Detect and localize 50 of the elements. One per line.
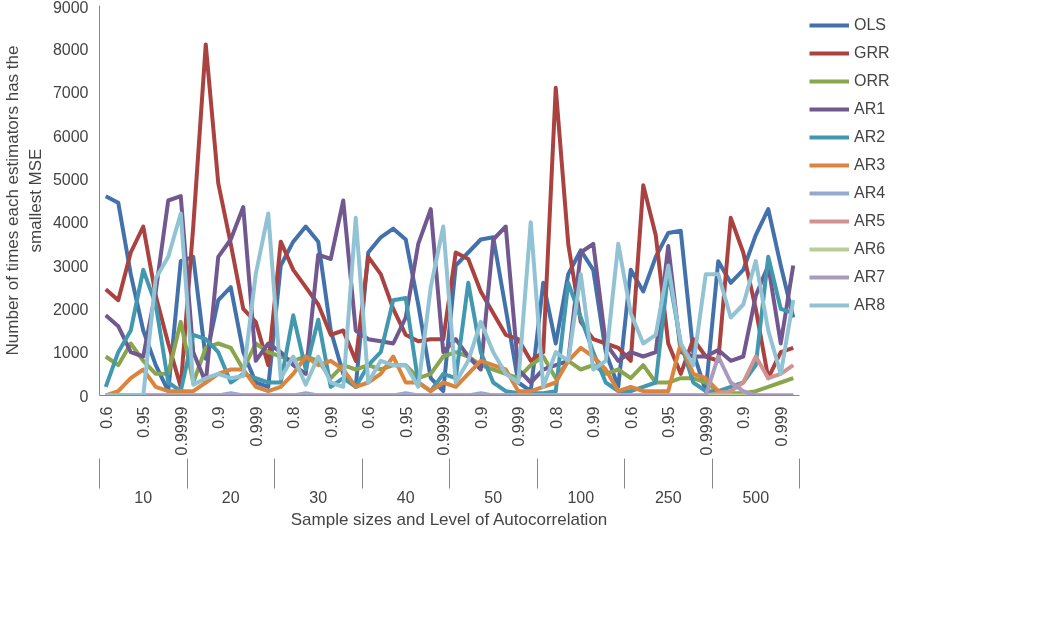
x-tick-label: 0.8 xyxy=(285,406,303,429)
text: 20 xyxy=(221,488,240,506)
x-axis-title: Sample sizes and Level of Autocorrelation xyxy=(290,509,608,529)
legend-label: AR4 xyxy=(854,184,886,202)
text: 30 xyxy=(309,488,328,506)
y-tick-label: 9000 xyxy=(52,0,89,16)
x-tick-label: 0.95 xyxy=(660,406,678,438)
x-tick-label: 0.999 xyxy=(247,406,265,447)
x-tick-label: 0.9 xyxy=(210,406,228,429)
y-tick-label: 8000 xyxy=(52,40,89,58)
x-tick-label: 0.9999 xyxy=(435,406,453,456)
legend-label: ORR xyxy=(854,72,890,90)
x-tick-label: 0.6 xyxy=(622,406,640,429)
x-tick-label: 0.999 xyxy=(772,406,790,447)
x-tick-label: 0.6 xyxy=(97,406,115,429)
y-axis-title: Number of times each estimators has the smallest MSE xyxy=(3,45,45,356)
text: 40 xyxy=(396,488,415,506)
text: 500 xyxy=(742,488,770,506)
y-tick-label: 1000 xyxy=(52,344,89,362)
legend-label: AR5 xyxy=(854,212,886,230)
legend-label: OLS xyxy=(854,16,887,34)
y-tick-label: 4000 xyxy=(52,214,89,232)
x-tick-label: 0.9999 xyxy=(172,406,190,456)
x-tick-label: 0.999 xyxy=(510,406,528,447)
text: 50 xyxy=(484,488,503,506)
legend-label: AR7 xyxy=(854,268,886,286)
x-tick-label: 0.9 xyxy=(735,406,753,429)
legend-label: AR1 xyxy=(854,100,886,118)
legend-label: AR8 xyxy=(854,296,886,314)
legend-label: GRR xyxy=(854,44,890,62)
legend-label: AR2 xyxy=(854,128,886,146)
x-tick-label: 0.95 xyxy=(135,406,153,438)
y-tick-label: 3000 xyxy=(52,257,89,275)
legend-label: AR6 xyxy=(854,240,886,258)
text: 10 xyxy=(134,488,153,506)
y-tick-label: 6000 xyxy=(52,127,89,145)
x-tick-label: 0.99 xyxy=(322,406,340,438)
x-tick-label: 0.99 xyxy=(585,406,603,438)
x-tick-label: 0.9999 xyxy=(697,406,715,456)
y-tick-label: 2000 xyxy=(52,300,89,318)
y-tick-label: 5000 xyxy=(52,170,89,188)
text: 250 xyxy=(654,488,682,506)
text: 100 xyxy=(567,488,595,506)
y-tick-label: 7000 xyxy=(52,84,89,102)
legend-label: AR3 xyxy=(854,156,886,174)
x-tick-label: 0.9 xyxy=(472,406,490,429)
y-tick-label: 0 xyxy=(79,387,89,405)
x-tick-label: 0.6 xyxy=(360,406,378,429)
x-tick-label: 0.95 xyxy=(397,406,415,438)
x-tick-label: 0.8 xyxy=(547,406,565,429)
